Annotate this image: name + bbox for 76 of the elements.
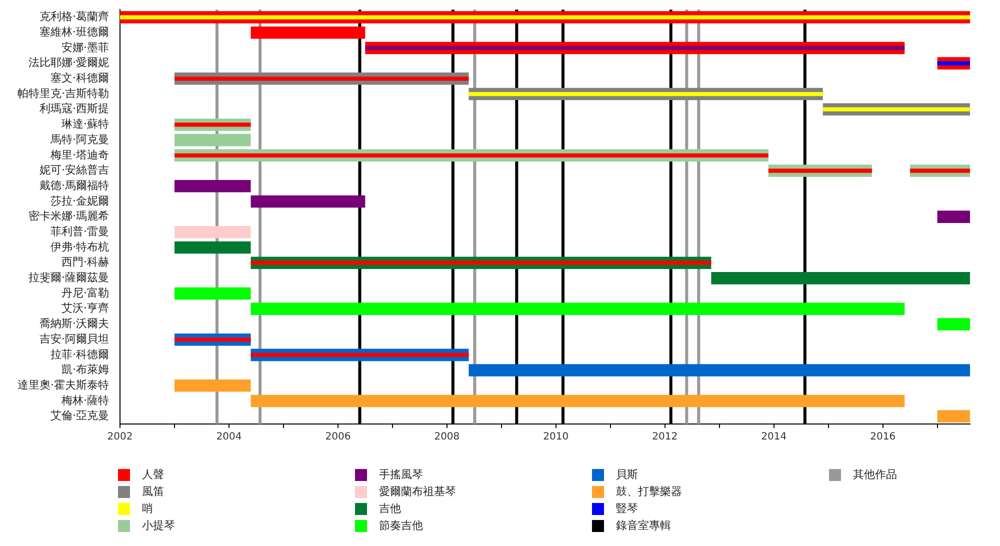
bar <box>250 394 905 408</box>
bar <box>174 241 251 254</box>
legend-label: 人聲 <box>142 467 164 482</box>
y-tick-label: 拉斐爾·薩爾茲曼 <box>28 271 109 284</box>
bar <box>250 352 469 358</box>
bar <box>174 379 251 392</box>
bar <box>937 61 970 66</box>
legend-label: 節奏吉他 <box>379 518 423 533</box>
bar <box>120 15 970 20</box>
legend-label: 貝斯 <box>616 467 638 482</box>
bar <box>937 318 970 330</box>
y-tick-label: 法比耶娜·愛爾妮 <box>28 56 109 70</box>
bar <box>250 260 712 265</box>
y-tick-label: 帕特里克·吉斯特勒 <box>18 86 109 100</box>
legend-label: 哨 <box>142 501 153 516</box>
y-tick-label: 伊弗·特布杭 <box>50 240 109 254</box>
bar <box>250 26 366 39</box>
y-tick-label: 艾倫·亞克曼 <box>50 409 109 422</box>
legend-label: 錄音室專輯 <box>616 518 671 533</box>
x-tick-label: 2002 <box>107 432 133 443</box>
bar <box>174 76 469 81</box>
legend-label: 小提琴 <box>142 518 175 533</box>
y-tick-label: 馬特·阿克曼 <box>50 132 109 146</box>
x-tick-label: 2012 <box>652 432 678 443</box>
y-tick-label: 塞維林·班德爾 <box>40 25 109 38</box>
y-tick-label: 菲利普·雷曼 <box>50 225 109 238</box>
y-tick-label: 凱·布萊姆 <box>62 363 109 376</box>
y-tick-label: 喬納斯·沃爾夫 <box>40 317 109 330</box>
x-tick-label: 2016 <box>870 432 896 443</box>
y-tick-label: 妮可·安絲普吉 <box>40 164 109 177</box>
bar <box>174 134 251 146</box>
y-tick-label: 利瑪寇·西斯提 <box>40 102 109 116</box>
legend-label: 愛爾蘭布祖基琴 <box>379 484 456 499</box>
y-tick-label: 琳達·蘇特 <box>62 118 109 131</box>
x-tick-label: 2010 <box>543 432 569 443</box>
bar <box>937 410 970 422</box>
bar <box>910 168 970 173</box>
y-tick-label: 戴德·馬爾福特 <box>40 178 109 192</box>
y-tick-label: 拉菲·科德爾 <box>50 348 109 361</box>
bar <box>711 272 970 284</box>
y-tick-label: 丹尼·富勒 <box>62 286 109 300</box>
bar <box>250 302 905 316</box>
y-tick-label: 梅林·薩特 <box>60 394 109 407</box>
bar <box>174 338 251 342</box>
x-tick-label: 2008 <box>434 432 460 443</box>
bar <box>365 46 905 50</box>
y-tick-label: 西門·科赫 <box>62 256 109 269</box>
legend-label: 鼓、打擊樂器 <box>616 484 682 499</box>
x-tick-label: 2006 <box>325 432 351 443</box>
bar <box>768 168 872 173</box>
bar <box>174 226 251 238</box>
legend-label: 豎琴 <box>616 501 638 516</box>
y-tick-label: 塞文·科德爾 <box>50 72 109 85</box>
y-tick-label: 安娜·墨菲 <box>62 40 109 54</box>
y-tick-label: 艾沃·亨齊 <box>62 302 109 315</box>
x-tick-label: 2014 <box>761 432 787 443</box>
legend-label: 其他作品 <box>853 467 897 482</box>
y-tick-label: 密卡米娜·瑪麗希 <box>28 210 109 223</box>
y-tick-label: 達里奧·霍夫斯泰特 <box>18 378 109 392</box>
x-tick-label: 2004 <box>216 432 242 443</box>
bar <box>174 180 251 192</box>
bar <box>468 92 823 96</box>
legend-label: 手搖風琴 <box>379 467 423 482</box>
bar <box>174 287 251 300</box>
y-tick-label: 吉安·阿爾貝坦 <box>40 332 109 346</box>
bar <box>937 210 970 223</box>
bar <box>174 122 251 127</box>
bar <box>468 364 970 376</box>
legend-label: 風笛 <box>142 484 164 499</box>
legend-label: 吉他 <box>379 501 401 516</box>
y-tick-label: 克利格·葛蘭齊 <box>40 10 109 24</box>
bar <box>250 195 366 208</box>
bar <box>174 153 768 158</box>
y-tick-label: 梅里·塔迪奇 <box>50 148 109 162</box>
y-tick-label: 莎拉·金妮爾 <box>50 194 109 208</box>
bar <box>822 107 970 112</box>
